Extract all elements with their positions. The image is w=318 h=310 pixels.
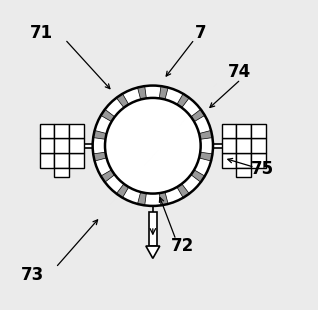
Bar bbox=[54, 138, 69, 153]
Bar bbox=[39, 123, 54, 138]
Text: 75: 75 bbox=[251, 160, 274, 178]
Polygon shape bbox=[101, 109, 115, 122]
Bar bbox=[54, 123, 69, 138]
Bar bbox=[237, 138, 251, 153]
Bar bbox=[69, 153, 84, 168]
Bar bbox=[251, 123, 266, 138]
Bar bbox=[54, 153, 69, 168]
Polygon shape bbox=[199, 152, 212, 161]
Circle shape bbox=[93, 86, 213, 206]
Polygon shape bbox=[116, 184, 129, 198]
Bar bbox=[69, 123, 84, 138]
Polygon shape bbox=[137, 86, 146, 100]
Bar bbox=[39, 138, 54, 153]
Bar bbox=[251, 153, 266, 168]
Polygon shape bbox=[177, 94, 189, 108]
Polygon shape bbox=[159, 192, 168, 205]
Text: 71: 71 bbox=[30, 24, 53, 42]
Bar bbox=[69, 138, 84, 153]
Text: 7: 7 bbox=[195, 24, 206, 42]
Polygon shape bbox=[191, 109, 205, 122]
Bar bbox=[39, 153, 54, 168]
Polygon shape bbox=[199, 131, 212, 139]
Text: 72: 72 bbox=[170, 237, 194, 255]
Polygon shape bbox=[159, 86, 168, 100]
Bar bbox=[237, 153, 251, 168]
Text: 74: 74 bbox=[228, 63, 251, 81]
Bar bbox=[149, 212, 157, 246]
Bar bbox=[222, 123, 237, 138]
Bar bbox=[251, 138, 266, 153]
Bar bbox=[237, 168, 251, 177]
Polygon shape bbox=[137, 192, 146, 205]
Polygon shape bbox=[191, 170, 205, 182]
Polygon shape bbox=[177, 184, 189, 198]
Text: 73: 73 bbox=[21, 266, 44, 284]
Bar bbox=[222, 153, 237, 168]
Polygon shape bbox=[93, 131, 107, 139]
Polygon shape bbox=[146, 246, 160, 258]
Bar bbox=[222, 138, 237, 153]
Polygon shape bbox=[101, 170, 115, 182]
Bar bbox=[54, 168, 69, 177]
Polygon shape bbox=[93, 152, 107, 161]
Polygon shape bbox=[116, 94, 129, 108]
Bar bbox=[237, 123, 251, 138]
